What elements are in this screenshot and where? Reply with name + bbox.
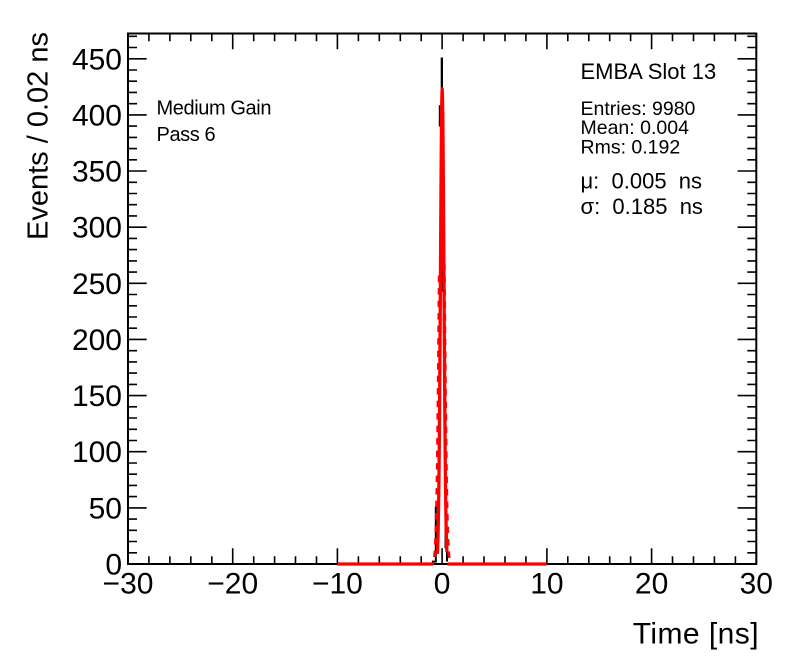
svg-text:100: 100 [72,436,122,469]
svg-text:200: 200 [72,324,122,357]
svg-text:50: 50 [89,492,122,525]
svg-text:300: 300 [72,212,122,245]
svg-text:Pass 6: Pass 6 [157,124,216,146]
svg-text:30: 30 [740,568,773,601]
svg-text:450: 450 [72,43,122,76]
svg-text:μ: 0.005 ns: μ: 0.005 ns [581,168,703,193]
svg-text:Entries: 9980: Entries: 9980 [581,98,696,120]
svg-text:Mean: 0.004: Mean: 0.004 [581,117,690,139]
svg-text:20: 20 [635,568,668,601]
svg-text:EMBA Slot 13: EMBA Slot 13 [581,59,717,84]
svg-text:10: 10 [530,568,563,601]
svg-text:0: 0 [105,549,122,582]
svg-text:−30: −30 [103,568,154,601]
svg-text:Medium Gain: Medium Gain [157,98,272,120]
svg-text:−10: −10 [312,568,363,601]
svg-text:400: 400 [72,99,122,132]
svg-text:Time [ns]: Time [ns] [633,618,759,651]
svg-text:Events / 0.02 ns: Events / 0.02 ns [23,32,55,240]
svg-text:0: 0 [434,568,451,601]
svg-text:150: 150 [72,380,122,413]
svg-text:−20: −20 [207,568,258,601]
svg-text:350: 350 [72,156,122,189]
svg-text:250: 250 [72,268,122,301]
svg-text:Rms: 0.192: Rms: 0.192 [581,136,681,158]
svg-text:σ: 0.185 ns: σ: 0.185 ns [581,194,703,219]
